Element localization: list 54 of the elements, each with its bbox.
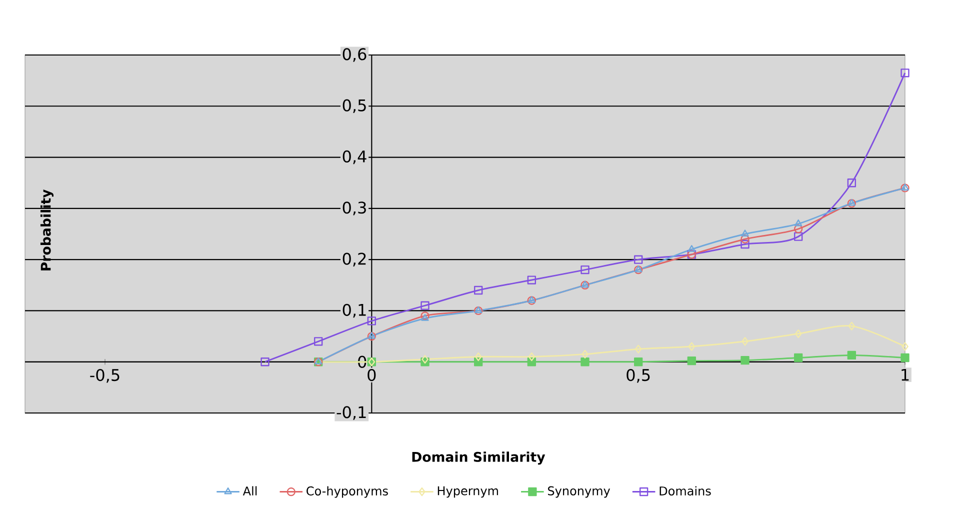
point [580, 265, 590, 274]
point [260, 358, 270, 366]
point [687, 356, 696, 366]
x-tick-label: 1 [902, 368, 909, 381]
point [367, 316, 376, 326]
point [528, 352, 536, 362]
point [741, 230, 749, 236]
point [847, 350, 856, 360]
y-tick-label: 0,3 [342, 202, 366, 216]
point [527, 276, 536, 284]
point [742, 337, 748, 346]
point [794, 329, 802, 338]
x-axis-title: Domain Similarity [412, 452, 546, 465]
x-tick-label: -0,5 [90, 368, 120, 383]
y-tick-label: 0,6 [342, 48, 366, 62]
point [794, 232, 803, 241]
y-tick-label: 0,5 [342, 99, 366, 114]
point [420, 301, 430, 310]
point [900, 353, 910, 362]
x-tick-label: 0 [368, 368, 376, 382]
point [580, 358, 590, 366]
point [634, 344, 642, 354]
point [634, 358, 643, 366]
legend-label: All [242, 486, 257, 496]
legend-label: Hypernym [438, 486, 498, 498]
point [420, 311, 430, 320]
point [474, 352, 482, 362]
legend-label: Synonymy [548, 486, 610, 498]
point [900, 68, 910, 78]
point [582, 350, 588, 359]
point [634, 255, 643, 264]
legend-label: Co-hyponyms [306, 486, 388, 498]
legend-label: Domains [660, 486, 711, 496]
point [474, 286, 483, 295]
point [422, 354, 428, 364]
point [794, 353, 803, 362]
y-tick-label: 0,2 [342, 252, 366, 266]
point [688, 245, 696, 252]
point [848, 322, 856, 330]
point [847, 178, 856, 188]
point [688, 342, 696, 351]
point [740, 234, 750, 244]
x-tick-label: 0,5 [626, 368, 650, 383]
y-tick-label: 0,1 [342, 304, 366, 318]
point [314, 337, 323, 346]
y-axis-title: Probability [40, 189, 54, 270]
point [740, 356, 750, 365]
point [421, 314, 429, 321]
y-tick-label: 0,4 [342, 150, 366, 164]
point [740, 240, 750, 249]
y-tick-label: -0,1 [336, 406, 366, 420]
point [794, 224, 803, 234]
point [794, 219, 802, 226]
point [902, 342, 908, 351]
